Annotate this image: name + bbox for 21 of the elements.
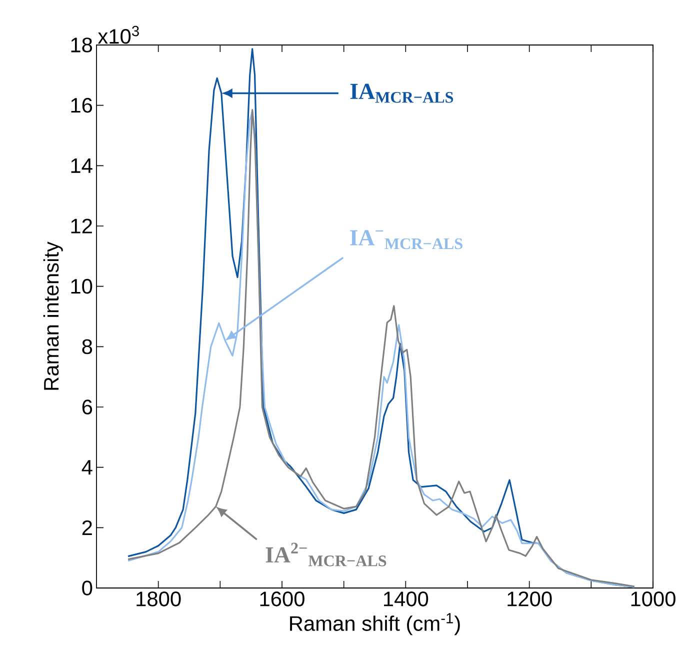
x-tick-label: 1200	[508, 592, 552, 606]
y-tick-label: 0	[82, 580, 92, 596]
y-tick-label: 4	[82, 460, 92, 475]
x-tick-label: 1600	[260, 592, 304, 606]
y-tick-label: 16	[71, 98, 92, 113]
y-tick-label: 2	[82, 520, 92, 535]
y-tick-label: 6	[82, 400, 92, 414]
x-tick-label: 1800	[136, 592, 181, 606]
x-tick-label: 1400	[384, 592, 428, 606]
y-axis-title: Raman intensity	[43, 242, 63, 390]
y-tick-label: 8	[82, 339, 92, 354]
text: IA$^{−}$MCR−ALS	[350, 230, 462, 250]
legend-label: IA$_{MCR−ALS}$	[350, 84, 454, 103]
y-tick-label: 14	[71, 158, 92, 173]
text: x10$^{3}$	[98, 26, 139, 44]
y-tick-label: 10	[71, 278, 92, 294]
y-tick-label: 12	[71, 218, 92, 234]
text: IA$^{2−}$MCR−ALS	[266, 542, 386, 566]
x-axis-title: Raman shift (cm$^{-1}$)	[290, 613, 460, 636]
y-tick-label: 18	[71, 38, 92, 52]
x-tick-label: 1000	[631, 592, 676, 606]
